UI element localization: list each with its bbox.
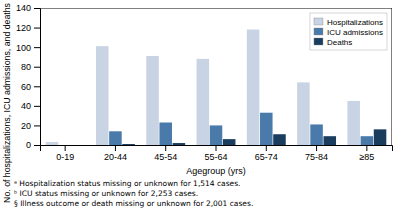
x-axis: 0-19 20-44 45-54 55-64 65-74 75-84 ≥85: [41, 145, 393, 162]
bar: [122, 144, 135, 145]
bar: [197, 59, 210, 145]
x-tick: 0-19: [56, 145, 74, 162]
y-axis-title: No. of hospitalizations, ICU admissions,…: [2, 2, 12, 203]
chart-container: 0 20 40 60 80 100 120 140 0-19 20-44 45-54 55-64 65-…: [0, 0, 400, 212]
frame-right: [391, 8, 392, 145]
legend-swatch: [314, 28, 323, 35]
y-tick-label: 80: [21, 62, 31, 72]
y-tick-label: 120: [16, 23, 31, 33]
bar: [72, 145, 85, 146]
x-tick-mark: [316, 145, 317, 151]
y-tick-label: 140: [16, 3, 31, 13]
bar: [46, 142, 59, 145]
x-tick: 55-64: [204, 145, 227, 162]
x-tick-label: 75-84: [305, 152, 328, 162]
x-tick-mark: [216, 145, 217, 151]
x-tick-label: 65-74: [255, 152, 278, 162]
bar: [210, 125, 223, 145]
bar: [297, 82, 310, 145]
x-tick: ≥85: [359, 145, 374, 162]
x-tick-label: 0-19: [56, 152, 74, 162]
x-tick-mark: [65, 145, 66, 151]
footnote: § Illness outcome or death missing or un…: [14, 199, 253, 208]
bar: [159, 122, 172, 145]
y-tick: 120: [16, 23, 40, 33]
bar: [310, 124, 323, 145]
y-tick-mark: [34, 8, 40, 9]
x-tick-label: 55-64: [204, 152, 227, 162]
x-tick-label: 45-54: [154, 152, 177, 162]
bar: [96, 46, 109, 145]
bar: [374, 129, 387, 145]
legend-label: ICU admissions: [327, 28, 383, 37]
y-tick-mark: [34, 67, 40, 68]
x-tick: 20-44: [104, 145, 127, 162]
x-axis-title: Agegroup (yrs): [186, 166, 246, 176]
x-axis-line: [41, 146, 393, 152]
x-tick-mark: [165, 145, 166, 151]
bar-series: [122, 129, 386, 145]
y-tick: 80: [21, 62, 40, 72]
y-tick-mark: [34, 125, 40, 126]
frame-top: [40, 8, 392, 9]
x-tick: 75-84: [305, 145, 328, 162]
x-tick: 65-74: [255, 145, 278, 162]
legend-item: Hospitalizations: [314, 18, 383, 27]
y-axis: 0 20 40 60 80 100 120 140: [16, 3, 41, 150]
bar: [173, 143, 186, 145]
legend-box: [310, 13, 387, 50]
x-tick-mark: [115, 145, 116, 151]
bar: [146, 56, 159, 145]
y-tick-label: 40: [21, 101, 31, 111]
bar: [347, 101, 360, 145]
bar: [260, 113, 273, 145]
x-tick: 45-54: [154, 145, 177, 162]
bar: [223, 139, 236, 145]
chart-svg: 0 20 40 60 80 100 120 140 0-19 20-44 45-54 55-64 65-…: [0, 0, 400, 212]
bar: [273, 134, 286, 145]
bar: [59, 145, 72, 146]
y-tick: 140: [16, 3, 40, 13]
y-tick: 40: [21, 101, 40, 111]
bar: [247, 30, 260, 145]
y-tick-mark: [34, 47, 40, 48]
y-tick-mark: [34, 28, 40, 29]
bar: [109, 131, 122, 145]
legend-item: Deaths: [314, 38, 352, 47]
legend: HospitalizationsICU admissionsDeaths: [310, 13, 387, 50]
legend-label: Deaths: [327, 38, 352, 47]
bar-series: [109, 113, 373, 145]
y-tick: 20: [21, 121, 40, 131]
y-tick-label: 20: [21, 121, 31, 131]
bar: [361, 136, 374, 145]
y-tick: 0: [26, 140, 40, 150]
footnote: ᵃ Hospitalization status missing or unkn…: [14, 179, 241, 188]
x-tick-mark: [366, 145, 367, 151]
legend-swatch: [314, 38, 323, 45]
y-tick-label: 60: [21, 82, 31, 92]
y-tick-label: 0: [26, 140, 31, 150]
x-tick-label: 20-44: [104, 152, 127, 162]
y-axis-line: [34, 9, 41, 146]
y-tick-mark: [34, 86, 40, 87]
y-tick-label: 100: [16, 43, 31, 53]
x-tick-label: ≥85: [359, 152, 374, 162]
x-tick-mark: [266, 145, 267, 151]
legend-label: Hospitalizations: [327, 18, 383, 27]
footnotes: ᵃ Hospitalization status missing or unkn…: [14, 179, 253, 208]
y-tick-mark: [34, 106, 40, 107]
y-tick: 60: [21, 82, 40, 92]
legend-item: ICU admissions: [314, 28, 383, 37]
y-tick-mark: [34, 145, 40, 146]
bar: [323, 136, 336, 145]
y-tick: 100: [16, 43, 40, 53]
legend-swatch: [314, 18, 323, 25]
footnote: ᵇ ICU status missing or unknown for 2,25…: [14, 189, 198, 198]
